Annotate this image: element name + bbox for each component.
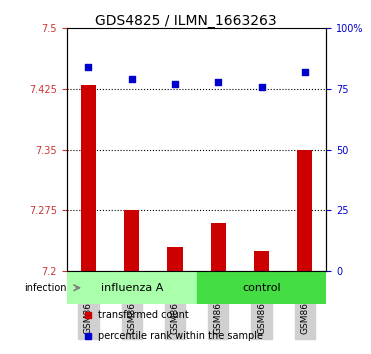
Bar bbox=[197, 271, 326, 304]
Point bbox=[302, 69, 308, 75]
Bar bbox=[167, 247, 183, 271]
Point bbox=[85, 64, 91, 70]
Point bbox=[129, 76, 135, 82]
Text: control: control bbox=[242, 283, 281, 293]
Bar bbox=[254, 251, 269, 271]
Text: transformed count: transformed count bbox=[98, 310, 189, 320]
Bar bbox=[81, 85, 96, 271]
Text: influenza A: influenza A bbox=[101, 283, 163, 293]
Bar bbox=[211, 223, 226, 271]
Bar bbox=[67, 271, 197, 304]
Point bbox=[172, 81, 178, 87]
Bar bbox=[297, 150, 312, 271]
Point bbox=[215, 79, 221, 85]
Point bbox=[259, 84, 265, 90]
Text: infection: infection bbox=[24, 283, 67, 293]
Text: GDS4825 / ILMN_1663263: GDS4825 / ILMN_1663263 bbox=[95, 14, 276, 28]
Text: percentile rank within the sample: percentile rank within the sample bbox=[98, 331, 263, 341]
Bar bbox=[124, 210, 139, 271]
